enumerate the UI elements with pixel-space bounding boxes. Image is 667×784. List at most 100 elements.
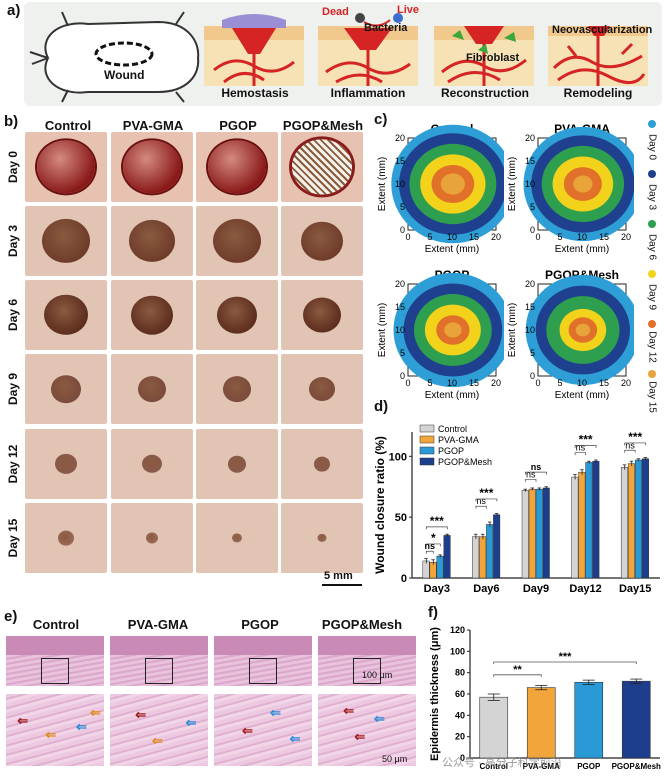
- zoom-region-box: [41, 658, 69, 684]
- contour-y-tick: 5: [530, 348, 535, 358]
- significance-label: ns: [476, 496, 486, 506]
- wound-area: [51, 375, 81, 403]
- panel-c-label: c): [374, 111, 388, 128]
- y-axis-label: Epidermis thickness (μm): [429, 627, 441, 761]
- wound-photo: [111, 429, 193, 499]
- legend-label: PVA-GMA: [438, 435, 479, 445]
- contour-y-tick: 5: [400, 202, 405, 212]
- significance-bracket: [425, 543, 441, 547]
- wound-area: [142, 454, 162, 474]
- significance-label: ***: [479, 486, 493, 500]
- legend-label: PGOP&Mesh: [438, 457, 492, 467]
- significance-bracket: [574, 452, 586, 456]
- significance-bracket: [425, 526, 448, 530]
- wound-area: [301, 221, 343, 261]
- photo-col-header-pgop: PGOP: [219, 118, 257, 133]
- stage-label-reconstruction: Reconstruction: [440, 86, 530, 100]
- significance-label: **: [513, 664, 522, 676]
- wound-area: [213, 218, 261, 264]
- wound-area: [223, 376, 251, 402]
- significance-label: ***: [559, 651, 573, 663]
- wound-outline: [94, 41, 154, 67]
- photo-col-header-pgop-mesh: PGOP&Mesh: [282, 118, 364, 133]
- zoom-region-box: [249, 658, 277, 684]
- contour-x-tick: 0: [405, 378, 410, 388]
- wound-photo: [25, 429, 107, 499]
- contour-x-label: Extent (mm): [555, 244, 609, 255]
- y-tick-label: 120: [450, 625, 465, 635]
- legend-swatch: [648, 220, 656, 228]
- epidermis-layer: [214, 636, 312, 655]
- cell-marker-arrow: ⇐: [45, 727, 57, 742]
- x-tick-label: PGOP: [577, 762, 601, 771]
- histology-overview: [318, 636, 416, 686]
- cell-marker-arrow: ⇐: [185, 715, 197, 730]
- histo-col-header-pgop: PGOP: [241, 617, 279, 632]
- bar: [436, 555, 444, 579]
- panel-d-label: d): [374, 398, 389, 415]
- contour-plot: Control0055101015152020Extent (mm)Extent…: [377, 122, 504, 255]
- wound-photo: [196, 429, 278, 499]
- annotation-live: Live: [397, 4, 420, 16]
- x-tick-label: Day3: [424, 583, 450, 595]
- epidermis-layer: [110, 636, 208, 655]
- wound-area: [292, 139, 352, 195]
- wound-photo: [111, 280, 193, 350]
- contour-x-tick: 20: [621, 232, 631, 242]
- x-tick-label: Control: [480, 762, 508, 771]
- annotation-fibroblast: Fibroblast: [466, 52, 520, 64]
- contour-y-label: Extent (mm): [507, 157, 518, 211]
- contour-legend-item: Day 0: [643, 120, 661, 170]
- wound-photo: [196, 354, 278, 424]
- contour-y-tick: 15: [395, 156, 405, 166]
- wound-photo: [281, 132, 363, 202]
- photo-scale-bar-label: 5 mm: [324, 570, 353, 582]
- wound-area: [138, 376, 166, 402]
- contour-y-tick: 5: [530, 202, 535, 212]
- annotation-dead: Dead: [322, 6, 349, 18]
- stage-hemostasis-illustration: [204, 14, 304, 86]
- watermark: 公众号 · 高分子科学前沿: [442, 757, 562, 769]
- significance-label: ***: [628, 430, 642, 444]
- significance-bracket: [624, 442, 647, 446]
- contour-x-tick: 0: [535, 232, 540, 242]
- legend-swatch: [648, 270, 656, 278]
- wound-area: [303, 297, 341, 333]
- significance-bracket: [624, 449, 636, 453]
- cell-marker-arrow: ⇐: [289, 731, 301, 746]
- contour-x-tick: 15: [599, 232, 609, 242]
- x-tick-label: PGOP&Mesh: [612, 762, 661, 771]
- histology-overview: [6, 636, 104, 686]
- significance-label: ns: [526, 469, 536, 479]
- significance-bracket: [525, 471, 547, 475]
- cell-marker-arrow: ⇐: [374, 711, 385, 726]
- wound-area: [58, 530, 74, 546]
- contour-x-tick: 10: [577, 378, 587, 388]
- bar: [479, 536, 487, 579]
- contour-x-tick: 10: [577, 232, 587, 242]
- panel-a-label: a): [7, 2, 21, 19]
- contour-x-tick: 10: [447, 378, 457, 388]
- contour-y-label: Extent (mm): [377, 157, 388, 211]
- stage-inflammation-illustration: [318, 13, 418, 86]
- bar: [526, 687, 556, 759]
- legend-label: Day 0: [646, 133, 658, 161]
- bar: [472, 536, 480, 579]
- significance-label: ***: [579, 432, 593, 446]
- significance-bracket: [493, 674, 542, 677]
- contour-x-label: Extent (mm): [425, 390, 479, 401]
- wound-photo: [111, 503, 193, 573]
- stage-reconstruction-illustration: [434, 26, 534, 86]
- x-tick-label: Day6: [473, 583, 499, 595]
- y-tick-label: 20: [455, 732, 465, 742]
- day-label: Day 3: [6, 224, 20, 258]
- contour-x-tick: 5: [427, 232, 432, 242]
- legend-label: Day 9: [646, 283, 658, 311]
- histology-zoom: ⇐ ⇐ ⇐: [214, 694, 312, 766]
- contour-y-tick: 15: [525, 156, 535, 166]
- contour-plot: PGOP&Mesh0055101015152020Extent (mm)Exte…: [507, 268, 634, 401]
- x-tick-label: Day15: [619, 583, 651, 595]
- contour-x-tick: 5: [557, 232, 562, 242]
- legend-swatch: [419, 457, 435, 466]
- histo-col-header-pva-gma: PVA-GMA: [127, 617, 189, 632]
